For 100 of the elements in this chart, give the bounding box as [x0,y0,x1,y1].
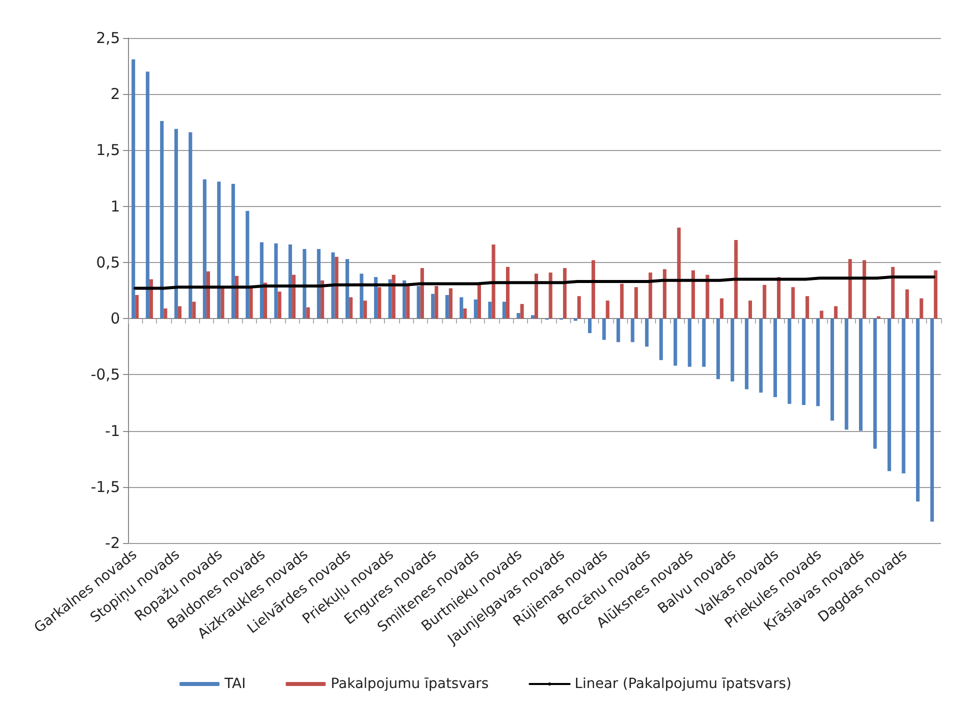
bar [246,210,250,319]
bar [217,182,221,319]
bar [374,277,378,319]
bar [891,266,895,319]
bar [460,297,464,319]
bar [431,294,435,319]
bar [702,318,706,367]
bar [416,286,420,319]
bar [773,318,777,398]
bar [588,318,592,334]
bar [688,318,692,367]
y-tick-label: -1 [105,422,120,440]
bar [492,244,496,319]
y-tick-label: 2,5 [96,29,120,47]
bar [616,318,620,342]
bar [920,298,924,319]
bar [149,279,153,319]
bar [192,302,196,319]
bar [234,276,239,319]
bar [662,269,666,319]
bar [302,248,306,319]
bar [762,284,766,319]
bar [674,318,678,366]
bar [716,318,720,380]
bar [706,274,710,319]
bar [634,287,638,319]
bar [630,318,634,342]
bar [463,308,467,319]
bar [802,318,806,405]
bar [288,244,292,319]
bar [563,268,567,319]
bar [274,243,278,319]
y-tick-label: 1,5 [96,141,120,160]
legend-label: Linear (Pakalpojumu īpatsvars) [574,676,792,692]
bar [534,274,538,319]
bar [748,300,752,319]
bar [548,272,552,319]
bar [260,242,264,319]
bar [606,300,610,319]
bar [902,318,906,474]
bar [873,318,877,449]
bar [734,240,738,319]
bar [905,289,909,319]
bar [264,282,268,319]
bar [720,298,724,319]
bar [502,302,506,319]
bar [132,59,136,319]
bar [445,294,449,319]
bar [934,270,938,319]
bar [844,318,848,430]
bar [388,279,392,319]
bar [677,228,681,319]
bar [360,274,364,319]
bar [231,184,235,319]
bar [164,308,168,319]
bar [659,318,663,360]
bar [488,302,492,319]
bar [848,259,852,319]
y-tick-label: -1,5 [90,478,120,496]
bar [916,318,920,502]
legend-label: TAI [224,676,246,692]
bar [602,318,606,340]
bar [334,256,338,319]
bar [378,287,382,319]
bar [349,297,353,319]
bar [888,318,892,472]
bar [645,318,649,347]
bar [816,318,820,406]
line-series [134,276,936,290]
y-tick-label: -0,5 [90,366,120,384]
bar [862,260,866,319]
bar [249,286,253,319]
y-tick-label: 1 [110,197,120,216]
bar [206,271,210,319]
bar [392,274,396,319]
bar [292,274,296,319]
y-tick-label: 0 [110,310,120,328]
bar [346,259,350,319]
bar [174,128,178,319]
bar [691,270,695,319]
bar [791,287,795,319]
bar [820,310,824,319]
bar [577,296,581,319]
bar [516,312,520,319]
bar [858,318,863,431]
bar [202,179,206,319]
bar [830,318,834,421]
bar [620,284,624,319]
bar [776,277,781,319]
bar [406,284,410,319]
bar [520,304,524,319]
bar [188,132,192,319]
bar [160,121,164,319]
bar [834,306,838,319]
bar [648,272,652,319]
bar [278,292,282,319]
bar [592,260,596,319]
bar [402,280,406,319]
bar [316,248,321,319]
bar [420,268,424,319]
